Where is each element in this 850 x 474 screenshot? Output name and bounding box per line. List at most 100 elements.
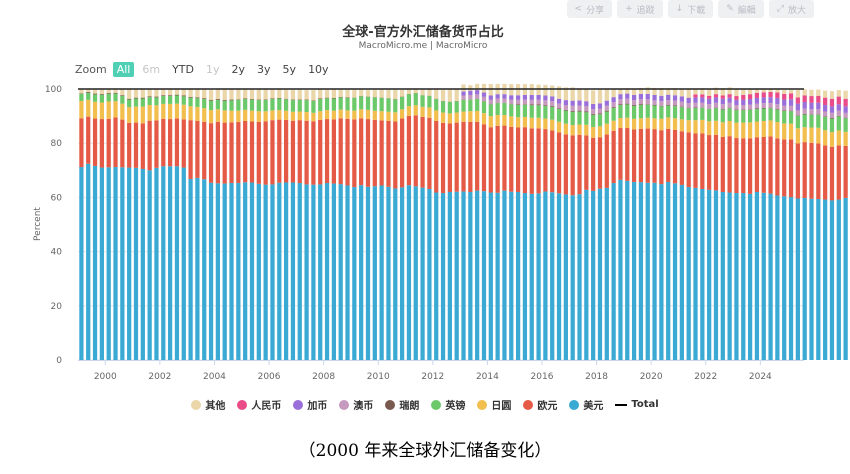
bar-segment bbox=[345, 89, 350, 98]
bar-segment bbox=[775, 92, 780, 98]
bar-segment bbox=[181, 95, 186, 97]
bar-segment bbox=[447, 113, 452, 124]
follow-button[interactable]: + 追蹤 bbox=[617, 0, 663, 18]
bar-stack bbox=[802, 89, 807, 360]
bar-segment bbox=[440, 122, 446, 194]
bar-segment bbox=[270, 184, 275, 360]
bar-segment bbox=[700, 102, 705, 108]
bar-segment bbox=[775, 109, 780, 110]
bar-segment bbox=[707, 121, 712, 136]
bar-segment bbox=[174, 89, 180, 95]
bar-segment bbox=[836, 96, 841, 105]
bar-segment bbox=[584, 135, 589, 190]
bar-segment bbox=[631, 88, 637, 95]
expand-button[interactable]: ⤢ 放大 bbox=[768, 0, 814, 18]
zoom-10y-button[interactable]: 10y bbox=[308, 63, 329, 76]
bar-segment bbox=[809, 114, 814, 128]
bar-segment bbox=[536, 193, 541, 360]
bar-segment bbox=[768, 120, 773, 137]
zoom-all-button[interactable]: All bbox=[112, 62, 135, 77]
bar-segment bbox=[215, 183, 220, 360]
zoom-3y-button[interactable]: 3y bbox=[257, 63, 271, 76]
bar-stack bbox=[747, 89, 753, 360]
bar-segment bbox=[829, 118, 835, 133]
bar-stack bbox=[147, 89, 152, 360]
bar-segment bbox=[229, 122, 234, 184]
bar-segment bbox=[420, 187, 425, 360]
bar-segment bbox=[638, 104, 644, 119]
zoom-1y-button[interactable]: 1y bbox=[206, 63, 220, 76]
bar-segment bbox=[236, 99, 241, 111]
bar-segment bbox=[236, 110, 241, 123]
bar-stack bbox=[133, 89, 139, 360]
bar-stack bbox=[570, 87, 575, 360]
bar-segment bbox=[761, 107, 766, 109]
legend-item[interactable]: 人民币 bbox=[237, 397, 281, 412]
bar-segment bbox=[843, 98, 848, 107]
bar-segment bbox=[379, 89, 384, 98]
legend-item[interactable]: 加币 bbox=[293, 397, 327, 412]
bar-stack bbox=[795, 90, 800, 360]
legend-item[interactable]: 瑞朗 bbox=[385, 397, 419, 412]
bar-segment bbox=[352, 89, 357, 98]
zoom-2y-button[interactable]: 2y bbox=[231, 63, 246, 76]
bar-segment bbox=[277, 110, 282, 120]
bar-stack bbox=[597, 89, 603, 360]
bar-segment bbox=[802, 108, 807, 114]
bar-segment bbox=[754, 108, 760, 110]
legend-dot-marker bbox=[237, 399, 248, 410]
bar-segment bbox=[386, 111, 391, 121]
bar-segment bbox=[604, 105, 609, 111]
bar-segment bbox=[413, 186, 418, 360]
bar-segment bbox=[638, 87, 644, 94]
legend-item[interactable]: 欧元 bbox=[523, 397, 557, 412]
bar-segment bbox=[113, 117, 118, 168]
bar-stack bbox=[86, 88, 91, 360]
bar-stack bbox=[181, 89, 186, 360]
bar-segment bbox=[563, 104, 568, 110]
bar-segment bbox=[297, 183, 302, 360]
bar-segment bbox=[652, 87, 657, 95]
expand-icon: ⤢ bbox=[776, 4, 784, 14]
bar-stack bbox=[188, 89, 193, 360]
bar-segment bbox=[734, 193, 739, 360]
legend-label: 瑞朗 bbox=[399, 401, 420, 412]
bar-segment bbox=[229, 99, 234, 101]
zoom-ytd-button[interactable]: YTD bbox=[172, 63, 194, 76]
bar-segment bbox=[563, 134, 568, 195]
bar-segment bbox=[666, 100, 671, 105]
bar-segment bbox=[843, 145, 848, 198]
bar-stack bbox=[311, 90, 316, 360]
download-button[interactable]: ↓ 下載 bbox=[667, 0, 714, 18]
bar-segment bbox=[734, 110, 739, 123]
bar-segment bbox=[707, 189, 712, 360]
bar-segment bbox=[652, 118, 657, 130]
legend-item[interactable]: Total bbox=[615, 397, 659, 412]
bar-segment bbox=[693, 97, 698, 103]
bar-segment bbox=[638, 93, 644, 100]
bar-stack bbox=[529, 84, 534, 360]
bar-segment bbox=[686, 103, 691, 108]
bar-segment bbox=[707, 135, 712, 190]
legend-item[interactable]: 美元 bbox=[569, 397, 603, 412]
legend-item[interactable]: 其他 bbox=[191, 397, 225, 412]
bar-segment bbox=[481, 124, 487, 192]
edit-button[interactable]: ✎ 編輯 bbox=[718, 0, 764, 18]
legend-item[interactable]: 日圆 bbox=[477, 397, 511, 412]
bar-segment bbox=[222, 89, 227, 100]
zoom-5y-button[interactable]: 5y bbox=[282, 63, 297, 76]
zoom-6m-button[interactable]: 6m bbox=[142, 63, 161, 76]
bar-segment bbox=[154, 97, 159, 106]
share-button[interactable]: < 分享 bbox=[566, 0, 613, 18]
bar-stack bbox=[556, 86, 562, 360]
bar-segment bbox=[597, 188, 603, 360]
bar-segment bbox=[434, 89, 439, 99]
bar-segment bbox=[802, 142, 807, 198]
legend-item[interactable]: 澳币 bbox=[339, 397, 373, 412]
bar-segment bbox=[597, 137, 603, 189]
bar-segment bbox=[140, 89, 145, 98]
bar-segment bbox=[161, 103, 166, 119]
bar-segment bbox=[625, 128, 630, 181]
bar-segment bbox=[843, 117, 848, 119]
legend-item[interactable]: 英镑 bbox=[431, 397, 465, 412]
